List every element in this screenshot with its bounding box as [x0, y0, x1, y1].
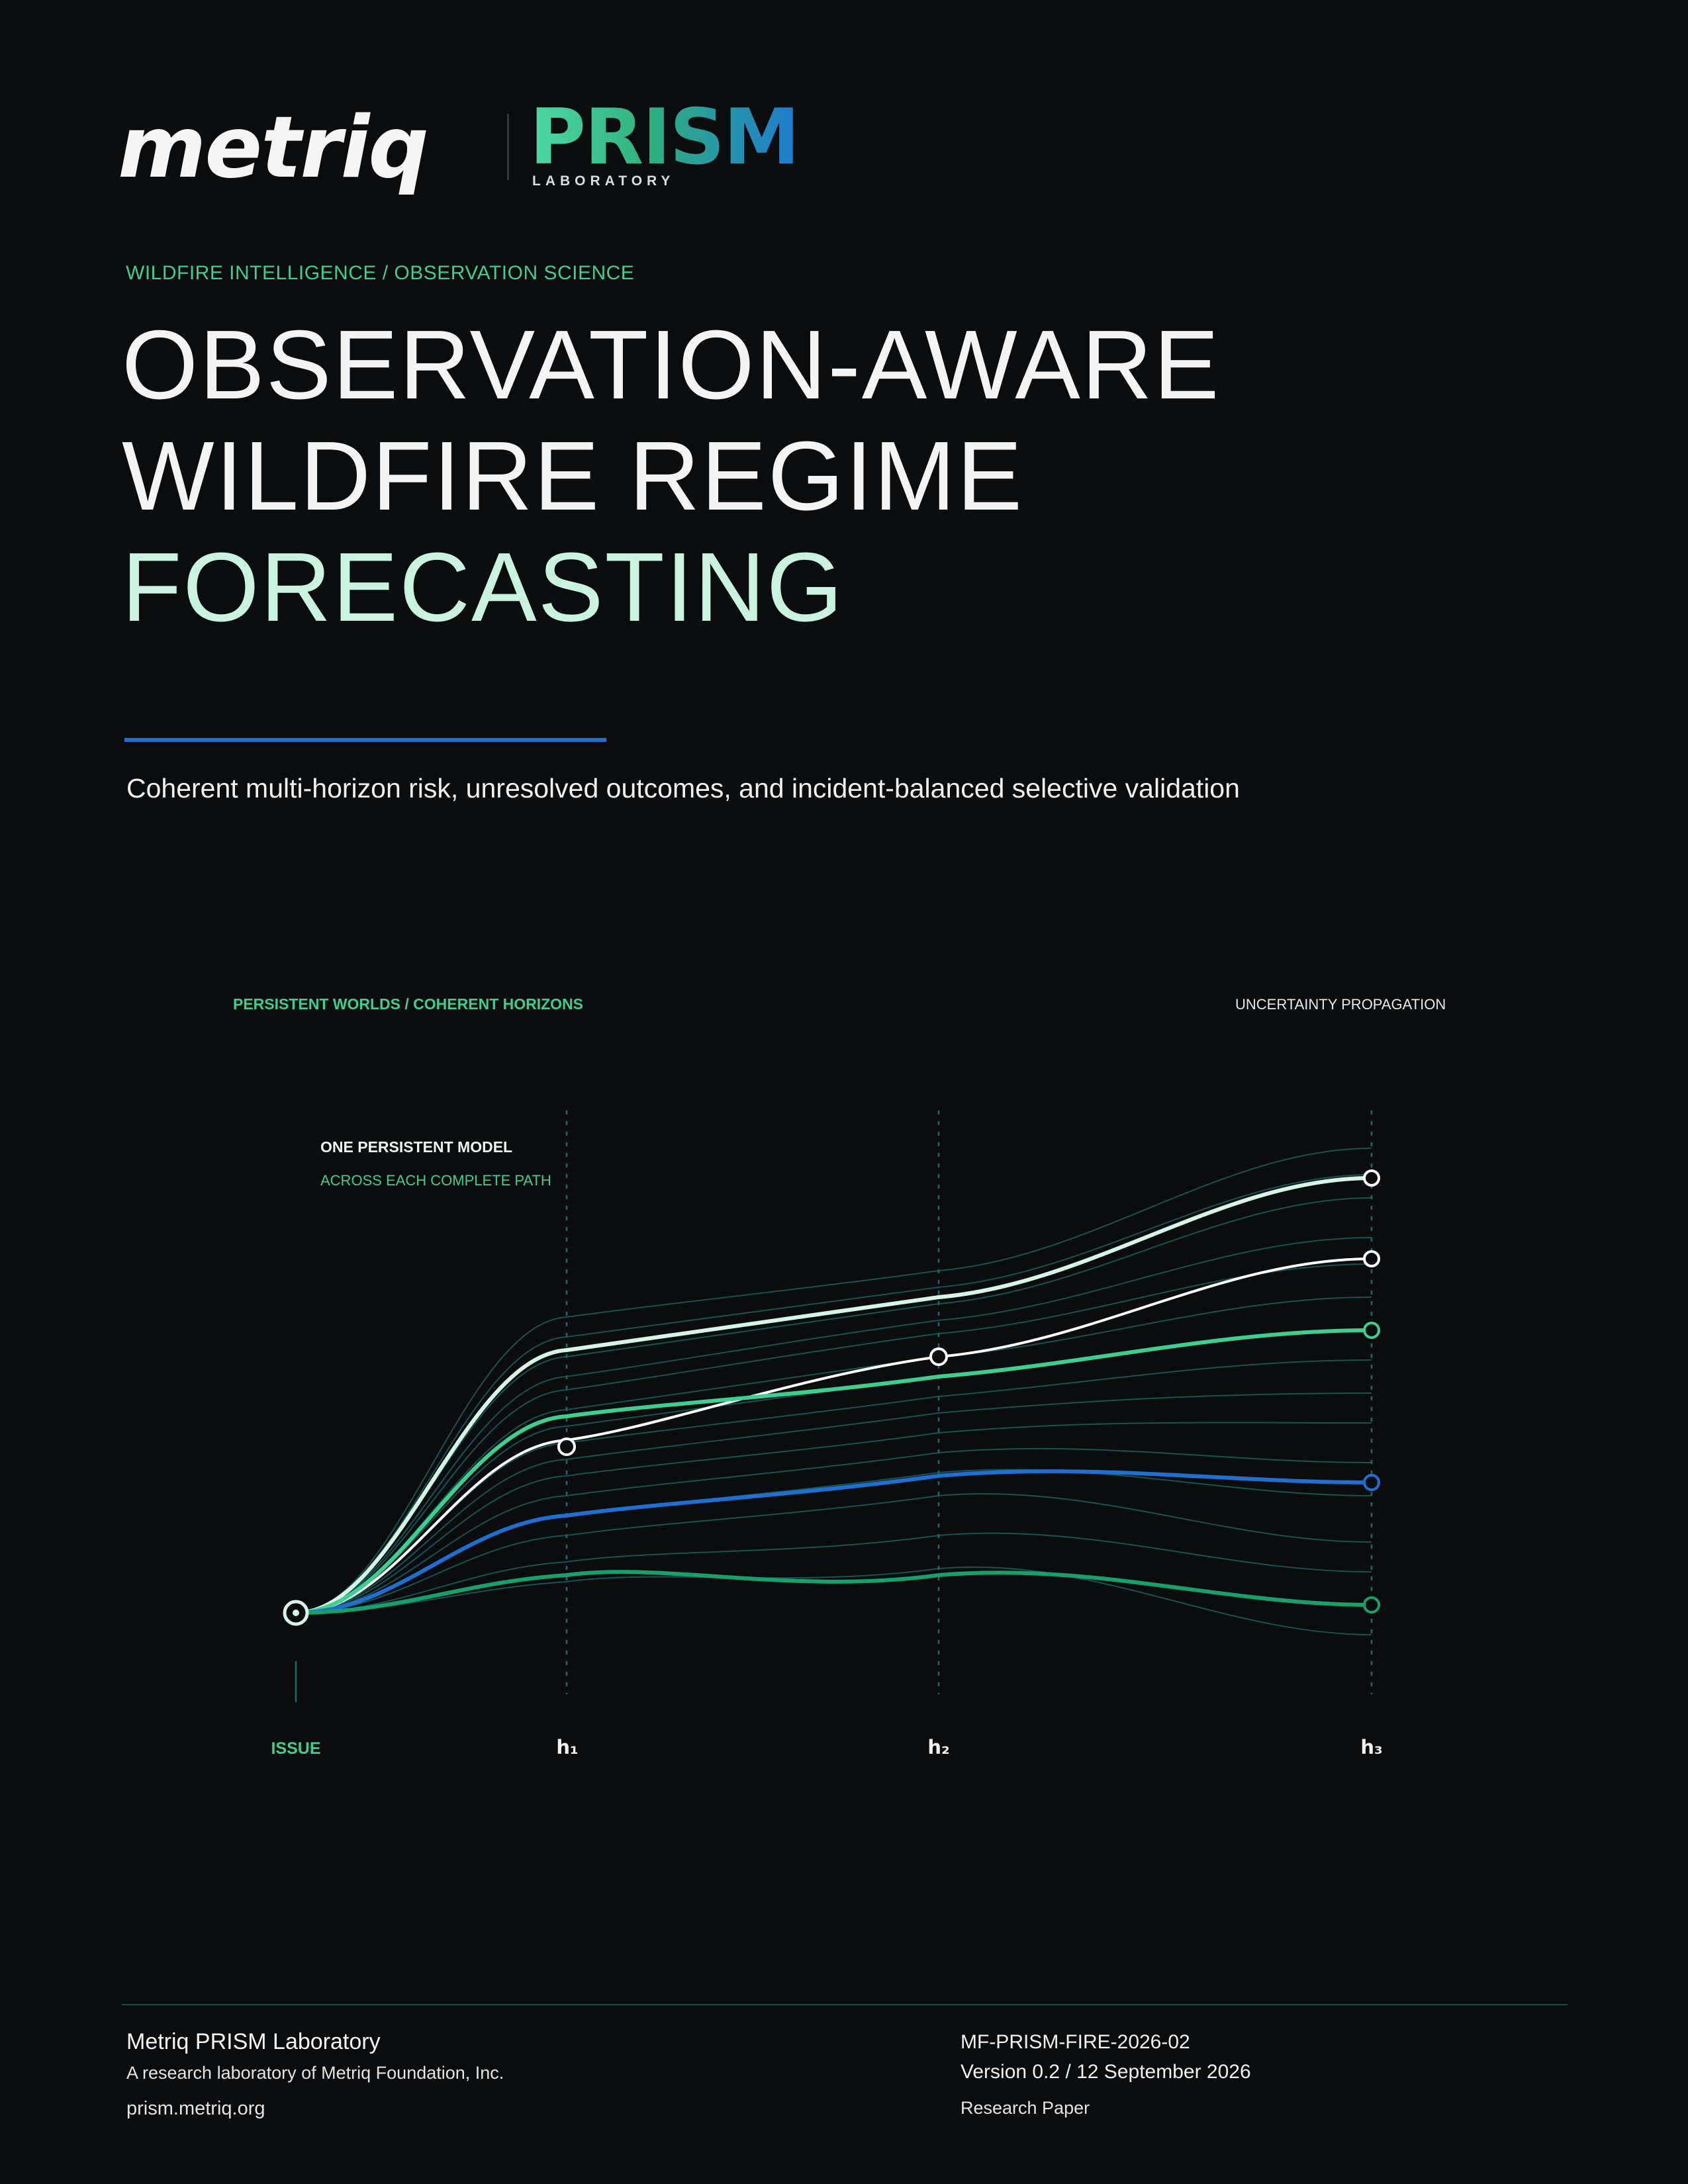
document-id: MF-PRISM-FIRE-2026-02 — [961, 2031, 1190, 2053]
ensemble-path-4 — [295, 1237, 1372, 1614]
prism-logo: PRISM — [530, 93, 800, 182]
figure-label-right: UNCERTAINTY PROPAGATION — [1235, 996, 1446, 1013]
ensemble-path-8 — [295, 1359, 1372, 1614]
ensemble-path-5 — [295, 1263, 1372, 1614]
figure-note-path: ACROSS EACH COMPLETE PATH — [320, 1172, 551, 1189]
ensemble-path-14 — [295, 1532, 1372, 1614]
title-line-3: FORECASTING — [122, 533, 844, 642]
figure-label-left: PERSISTENT WORLDS / COHERENT HORIZONS — [233, 995, 583, 1013]
path-blue — [294, 1469, 1374, 1615]
ensemble-path-2 — [295, 1174, 1372, 1614]
ensemble-path-11 — [295, 1447, 1372, 1614]
axis-label-h3: h₃ — [1360, 1736, 1382, 1758]
metriq-logo: metriq — [118, 99, 429, 197]
logo-divider — [507, 114, 509, 180]
prism-laboratory-wordmark: LABORATORY — [532, 173, 675, 189]
marker-h3-mint — [1363, 1169, 1380, 1187]
document-version: Version 0.2 / 12 September 2026 — [961, 2061, 1251, 2083]
ensemble-path-13 — [295, 1493, 1372, 1614]
marker-h3-dark-green — [1363, 1596, 1380, 1614]
marker-h3-white — [1363, 1250, 1380, 1267]
issue-marker — [283, 1600, 309, 1626]
ensemble-path-12 — [295, 1469, 1372, 1614]
axis-label-h2: h₂ — [927, 1736, 949, 1758]
kicker-label: WILDFIRE INTELLIGENCE / OBSERVATION SCIE… — [126, 262, 635, 284]
ensemble-path-6 — [295, 1297, 1372, 1614]
path-white — [295, 1257, 1373, 1614]
path-upper-mint — [294, 1176, 1374, 1615]
marker-h1 — [557, 1437, 576, 1456]
figure-note-model: ONE PERSISTENT MODEL — [320, 1138, 512, 1156]
ensemble-path-1 — [295, 1148, 1372, 1614]
ensemble-path-3 — [295, 1197, 1372, 1614]
horizon-markers — [283, 1169, 1380, 1626]
axis-label-issue: ISSUE — [271, 1739, 320, 1758]
issue-marker-dot — [293, 1610, 299, 1616]
ensemble-path-10 — [295, 1422, 1372, 1614]
document-type: Research Paper — [961, 2098, 1090, 2118]
title-accent-rule — [124, 738, 606, 742]
footer-organization: Metriq PRISM Laboratory — [126, 2029, 381, 2054]
footer-description: A research laboratory of Metriq Foundati… — [126, 2063, 504, 2083]
marker-h3-blue — [1363, 1474, 1380, 1491]
ensemble-path-15 — [295, 1566, 1372, 1635]
axis-label-h1: h₁ — [556, 1736, 578, 1758]
marker-h3-green — [1363, 1322, 1380, 1339]
path-green — [294, 1328, 1374, 1615]
horizon-gridlines — [295, 1111, 1373, 1702]
ensemble-faint-paths — [295, 1148, 1372, 1635]
footer-url-link[interactable]: prism.metriq.org — [126, 2098, 265, 2119]
title-line-1: OBSERVATION-AWARE — [122, 310, 1221, 420]
marker-h2 — [929, 1347, 948, 1366]
ensemble-path-9 — [295, 1392, 1372, 1614]
title-line-2: WILDFIRE REGIME — [122, 422, 1024, 531]
highlighted-paths — [294, 1176, 1374, 1615]
footer-rule — [122, 2004, 1568, 2005]
subtitle: Coherent multi-horizon risk, unresolved … — [126, 773, 1240, 803]
ensemble-path-7 — [295, 1330, 1372, 1614]
path-dark-green — [294, 1570, 1374, 1615]
